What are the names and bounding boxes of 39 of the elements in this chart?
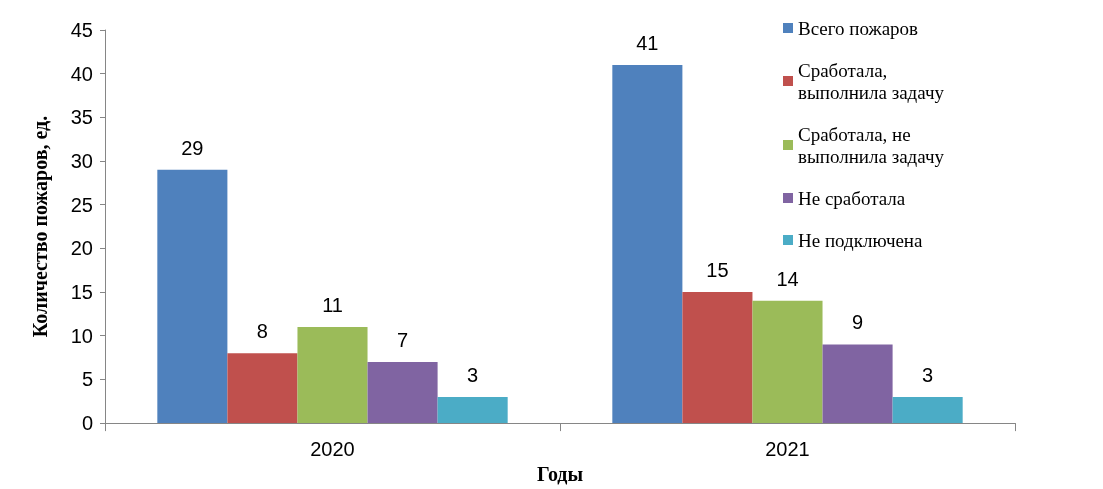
data-label: 14 <box>776 267 799 290</box>
bar <box>822 344 893 424</box>
x-tick-label: 2020 <box>310 438 355 461</box>
y-tick-label: 0 <box>81 412 93 435</box>
data-label: 3 <box>467 363 479 386</box>
legend-label: Сработала, не выполнила задачу <box>798 123 945 167</box>
data-label: 7 <box>397 328 409 351</box>
y-tick-label: 35 <box>70 106 93 129</box>
data-label: 8 <box>256 320 268 343</box>
bar <box>752 300 823 424</box>
y-tick-label: 45 <box>70 19 93 41</box>
bar <box>227 353 298 424</box>
legend-label: Не подключена <box>798 229 924 251</box>
data-label: 3 <box>922 363 934 386</box>
y-tick-label: 15 <box>70 281 93 304</box>
bar <box>892 396 963 424</box>
bar <box>157 169 228 424</box>
x-axis-title: Годы <box>536 463 584 485</box>
y-axis-title: Количество пожаров, ед. <box>29 115 52 338</box>
bar <box>612 64 683 424</box>
bar <box>297 327 368 424</box>
y-tick-label: 25 <box>70 193 93 216</box>
bar <box>682 292 753 424</box>
y-tick-label: 40 <box>70 62 93 85</box>
x-tick-label: 2021 <box>765 438 810 461</box>
data-label: 41 <box>636 31 659 54</box>
y-tick-label: 10 <box>70 324 93 347</box>
data-label: 11 <box>322 294 343 317</box>
bar <box>367 361 438 424</box>
data-label: 9 <box>852 311 864 334</box>
bar <box>437 396 508 424</box>
legend-label: Всего пожаров <box>798 17 919 39</box>
data-label: 29 <box>181 136 204 159</box>
legend-label: Не сработала <box>798 187 906 209</box>
y-tick-label: 30 <box>70 150 93 173</box>
y-tick-label: 20 <box>70 237 93 260</box>
y-tick-label: 5 <box>81 368 93 391</box>
data-label: 15 <box>706 259 729 282</box>
legend-label: Сработала, выполнила задачу <box>798 59 945 103</box>
